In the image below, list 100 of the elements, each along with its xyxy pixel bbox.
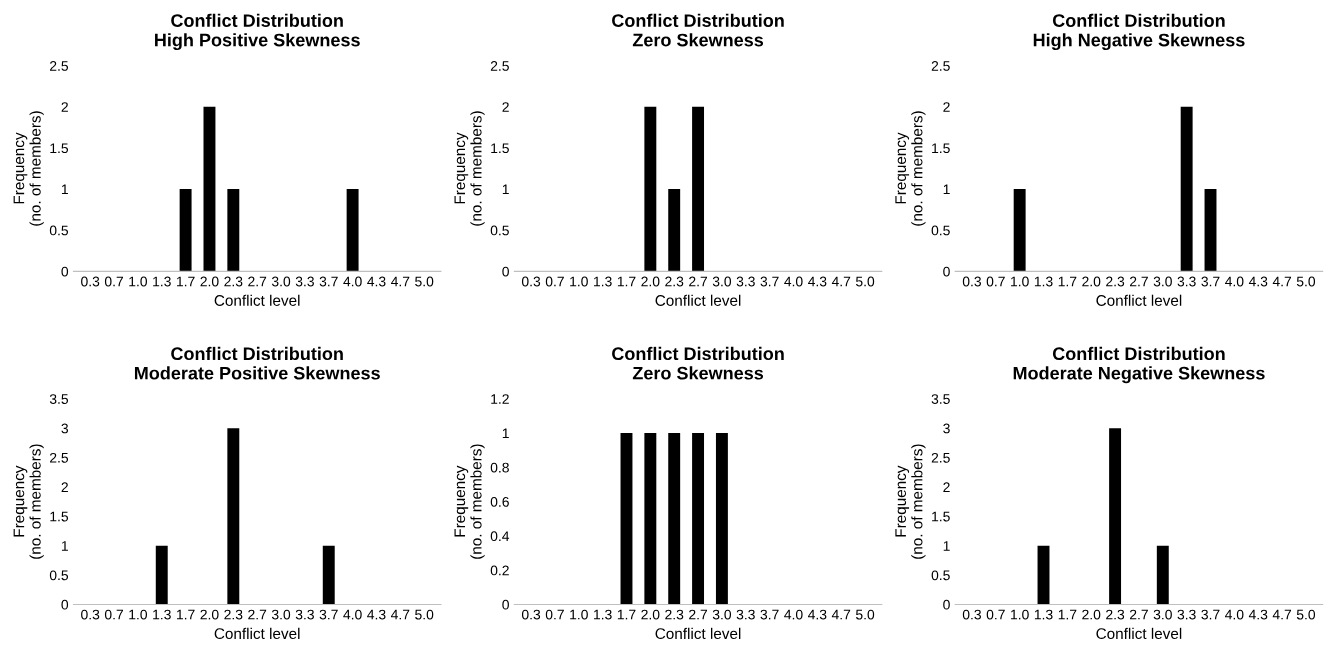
x-tick-label: 4.7 — [1272, 276, 1292, 287]
x-tick-label: 2.7 — [689, 609, 708, 620]
x-tick-label: 4.3 — [808, 276, 827, 287]
y-tick-label: 0.6 — [490, 496, 509, 507]
x-tick-label: 1.3 — [1034, 609, 1053, 620]
x-tick-label: 4.3 — [1248, 276, 1268, 287]
x-tick-label: 1.7 — [617, 609, 636, 620]
x-tick-label: 2.3 — [1106, 609, 1125, 620]
x-tick-label: 5.0 — [855, 276, 875, 287]
x-tick-label: 3.0 — [712, 276, 732, 287]
x-tick-label: 2.7 — [689, 276, 708, 287]
y-tick-label: 0.5 — [931, 570, 950, 581]
x-tick-label: 3.3 — [1177, 609, 1196, 620]
x-tick-label: 4.0 — [784, 276, 803, 287]
y-tick-label: 1 — [943, 541, 950, 551]
x-tick-label: 4.3 — [367, 276, 386, 287]
y-tick-label: 0.5 — [490, 225, 509, 236]
chart-title: Conflict Distribution Zero Skewness — [612, 346, 784, 380]
x-tick-label: 1.0 — [1011, 609, 1029, 620]
chart-title: Conflict Distribution Zero Skewness — [612, 13, 784, 47]
y-tick-label: 1 — [61, 541, 68, 551]
y-tick-label: 1.5 — [932, 143, 950, 154]
x-tick-label: 0.3 — [521, 609, 541, 620]
x-tick-label: 0.7 — [545, 276, 564, 287]
x-axis-title: Conflict level — [655, 294, 741, 306]
x-tick-label: 1.3 — [153, 276, 171, 287]
y-tick-label: 3 — [943, 423, 950, 434]
x-tick-label: 4.0 — [784, 609, 803, 620]
x-tick-label: 0.3 — [81, 609, 100, 620]
x-tick-label: 0.3 — [521, 276, 541, 287]
x-tick-label: 2.0 — [1082, 276, 1101, 287]
x-tick-label: 3.0 — [271, 609, 291, 620]
x-tick-label: 0.3 — [962, 276, 981, 287]
x-tick-label: 1.3 — [153, 609, 171, 620]
y-axis-title: Frequency (no. of members) — [13, 444, 44, 559]
y-tick-label: 2.5 — [931, 452, 950, 463]
x-tick-label: 2.7 — [1129, 609, 1148, 620]
y-tick-label: 2 — [943, 102, 950, 112]
y-tick-label: 2 — [502, 102, 509, 112]
x-tick-label: 0.7 — [104, 609, 123, 620]
x-tick-label: 1.7 — [1058, 276, 1077, 287]
x-tick-label: 4.7 — [1272, 609, 1292, 620]
x-tick-label: 1.7 — [177, 609, 195, 620]
x-tick-label: 1.0 — [1011, 276, 1029, 287]
x-tick-label: 0.7 — [545, 609, 564, 620]
y-tick-label: 1.2 — [491, 394, 509, 404]
y-tick-label: 1 — [502, 184, 509, 195]
chart-title: Conflict Distribution Moderate Negative Skewness — [1013, 346, 1265, 384]
x-tick-label: 2.0 — [200, 609, 219, 620]
x-tick-label: 0.3 — [962, 609, 981, 620]
x-tick-label: 1.7 — [177, 276, 195, 287]
x-tick-label: 2.7 — [248, 276, 267, 287]
y-tick-label: 1.5 — [932, 511, 950, 522]
x-tick-label: 3.3 — [736, 276, 755, 287]
x-axis-title: Conflict level — [1096, 627, 1182, 640]
y-tick-label: 0.5 — [49, 570, 69, 581]
x-tick-label: 5.0 — [415, 609, 434, 620]
y-tick-label: 0.4 — [490, 531, 510, 542]
x-tick-label: 2.7 — [248, 609, 267, 620]
y-tick-label: 1.5 — [50, 511, 69, 522]
x-axis-title: Conflict level — [214, 627, 300, 640]
y-tick-label: 1 — [61, 184, 68, 195]
y-tick-label: 3 — [61, 423, 69, 434]
x-tick-label: 3.3 — [1177, 276, 1196, 287]
chart-title: Conflict Distribution High Negative Skewness — [1033, 13, 1245, 51]
x-tick-label: 1.0 — [570, 609, 588, 620]
x-axis-title: Conflict level — [655, 627, 741, 640]
x-tick-label: 3.7 — [319, 609, 338, 620]
x-tick-label: 2.3 — [224, 609, 243, 620]
x-tick-label: 1.7 — [1058, 609, 1077, 620]
x-tick-label: 2.0 — [641, 609, 660, 620]
x-tick-label: 0.7 — [104, 276, 123, 287]
y-tick-label: 0.5 — [931, 225, 950, 236]
x-tick-label: 1.0 — [129, 609, 148, 620]
y-tick-label: 0 — [943, 266, 950, 277]
x-tick-label: 1.0 — [570, 276, 588, 287]
x-tick-label: 4.0 — [343, 276, 362, 287]
x-tick-label: 3.7 — [1201, 609, 1220, 620]
x-tick-label: 0.3 — [81, 276, 100, 287]
x-tick-label: 4.7 — [831, 276, 851, 287]
x-tick-label: 3.7 — [319, 276, 338, 287]
y-tick-label: 2 — [943, 482, 950, 492]
x-tick-label: 4.7 — [390, 609, 410, 620]
x-axis-title: Conflict level — [1096, 294, 1182, 306]
x-tick-label: 2.0 — [200, 276, 219, 287]
y-tick-label: 1.5 — [50, 143, 69, 154]
chart-title: Conflict Distribution Moderate Positive Skewness — [134, 346, 380, 380]
x-tick-label: 2.3 — [1106, 276, 1125, 287]
x-tick-label: 1.3 — [1034, 276, 1053, 287]
y-axis-title: Frequency (no. of members) — [13, 111, 44, 226]
x-tick-label: 4.7 — [831, 609, 851, 620]
x-tick-label: 4.3 — [808, 609, 827, 620]
x-tick-label: 5.0 — [415, 276, 434, 287]
x-tick-label: 1.0 — [129, 276, 148, 287]
x-tick-label: 2.0 — [1082, 609, 1101, 620]
x-tick-label: 3.3 — [295, 276, 314, 287]
x-tick-label: 3.7 — [760, 609, 779, 620]
y-axis-title: Frequency (no. of members) — [454, 444, 485, 559]
y-tick-label: 1 — [943, 184, 950, 195]
x-tick-label: 3.7 — [1201, 276, 1220, 287]
